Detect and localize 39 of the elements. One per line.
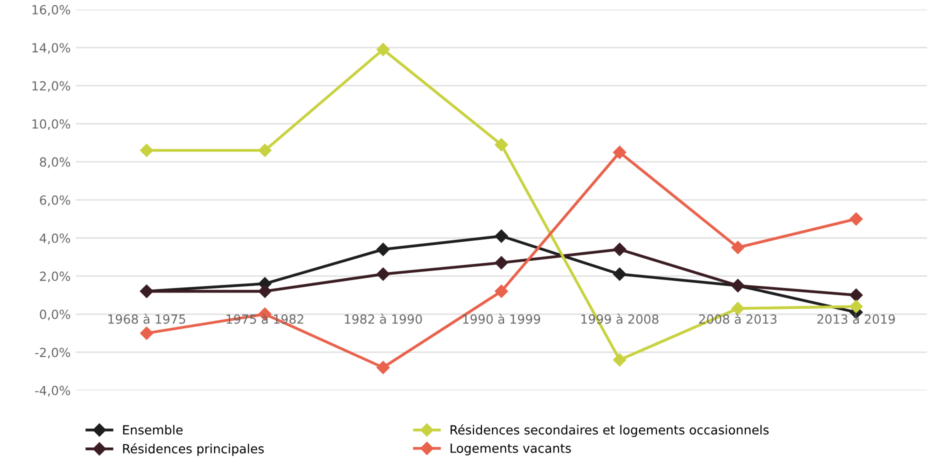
point [376,242,390,256]
point [258,144,272,158]
y-tick-label: 0,0% [40,310,70,320]
legend-label: Logements vacants [450,444,571,456]
x-tick-label: 1990 à 1999 [463,314,540,324]
y-tick-label: 12,0% [32,81,70,92]
y-tick-label: 6,0% [40,195,70,206]
point [376,268,390,281]
point [376,360,390,374]
point [731,302,744,316]
point [494,138,508,152]
point [850,288,863,302]
x-tick-label: 1982 à 1990 [344,314,422,324]
point [850,212,863,226]
y-tick-label: 10,0% [32,119,70,130]
point [140,326,154,340]
y-tick-label: 4,0% [40,233,70,244]
point [613,268,626,281]
point [494,230,508,243]
point [376,42,390,56]
y-tick-label: 2,0% [40,272,70,282]
y-tick-label: -4,0% [35,386,70,397]
point [613,146,626,159]
point [613,242,626,256]
point [613,353,626,366]
point [731,240,744,254]
point [850,300,863,314]
x-tick-label: 1968 à 1975 [108,314,186,324]
y-tick-label: -2,0% [35,348,70,358]
legend-label: Ensemble [123,424,183,435]
y-tick-label: 14,0% [32,43,70,54]
y-tick-label: 16,0% [32,4,70,16]
legend-label: Résidences secondaires et logements occasionnels [450,424,769,438]
point [494,256,508,270]
y-tick-label: 8,0% [40,157,70,168]
point [140,144,154,158]
legend-label: Résidences principales [123,443,264,456]
point [494,284,508,298]
point [258,284,272,298]
